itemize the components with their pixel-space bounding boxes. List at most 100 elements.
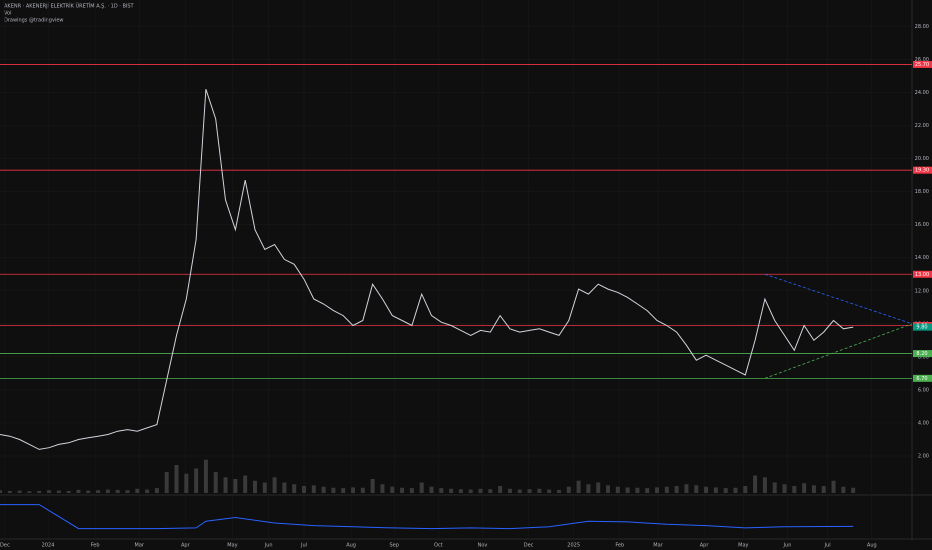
x-tick-label: Apr	[181, 543, 191, 549]
annotation: Drawings @tradingview	[4, 18, 64, 24]
volume-bar	[802, 483, 807, 493]
volume-bar	[7, 490, 12, 493]
x-tick-label: Oct	[434, 543, 443, 549]
level-label: 8.20	[916, 351, 927, 357]
volume-bar	[76, 489, 81, 493]
volume-bar	[498, 486, 503, 493]
volume-bar	[302, 486, 306, 493]
volume-bar	[615, 486, 620, 493]
x-tick-label: Dec	[524, 543, 534, 549]
volume-bar	[164, 472, 169, 493]
x-tick-label: Mar	[135, 543, 145, 549]
volume-bar	[105, 489, 110, 493]
volume-bar	[47, 490, 52, 493]
level-label: 13.00	[915, 272, 929, 278]
y-tick-label: 26.00	[915, 57, 929, 63]
volume-bar	[439, 488, 444, 493]
volume-label: Vol	[4, 11, 11, 17]
volume-bar	[694, 485, 699, 493]
volume-bar	[507, 488, 512, 493]
volume-bar	[655, 487, 660, 493]
volume-bar	[811, 485, 816, 493]
volume-bar	[841, 486, 846, 493]
y-tick-label: 22.00	[915, 123, 929, 129]
x-tick-label: Feb	[91, 543, 100, 549]
x-tick-label: Jul	[300, 543, 307, 549]
volume-bar	[370, 479, 375, 493]
volume-bar	[351, 487, 356, 493]
volume-bar	[0, 490, 2, 493]
level-tag	[913, 350, 932, 358]
volume-bar	[86, 490, 91, 493]
y-tick-label: 12.00	[915, 288, 929, 294]
volume-bar	[321, 486, 326, 493]
y-tick-label: 16.00	[915, 222, 929, 228]
x-tick-label: Nov	[478, 543, 488, 549]
volume-bar	[782, 484, 787, 493]
last-price-label: 9.80	[916, 325, 927, 331]
x-tick-label: Dec	[0, 543, 10, 549]
volume-bar	[213, 472, 218, 493]
volume-bar	[635, 487, 640, 493]
volume-bar	[723, 488, 728, 493]
trend-line	[764, 323, 913, 379]
volume-bar	[458, 489, 463, 493]
level-label: 6.70	[916, 376, 927, 382]
y-tick-label: 8.00	[918, 354, 929, 360]
y-tick-label: 6.00	[918, 387, 929, 393]
volume-bar	[429, 486, 434, 493]
volume-bar	[772, 482, 777, 493]
volume-bar	[478, 488, 483, 493]
volume-bar	[468, 489, 473, 493]
y-tick-label: 18.00	[915, 189, 929, 195]
volume-bar	[674, 486, 679, 493]
volume-bar	[586, 484, 591, 493]
level-label: 25.70	[915, 62, 929, 68]
volume-bar	[684, 484, 689, 493]
volume-bar	[243, 475, 248, 493]
chart-title: AKENR · AKENERJİ ELEKTRİK ÜRETİM A.Ş. · …	[4, 3, 135, 10]
volume-bar	[664, 486, 669, 493]
oscillator-line	[0, 504, 854, 530]
volume-bar	[733, 487, 738, 493]
x-tick-label: Feb	[615, 543, 624, 549]
last-price-tag	[913, 323, 932, 331]
volume-bar	[606, 485, 610, 493]
volume-bar	[645, 488, 650, 493]
x-tick-label: Sep	[390, 543, 399, 549]
volume-bar	[135, 488, 140, 493]
x-tick-label: Jul	[824, 543, 831, 549]
volume-bar	[115, 489, 120, 493]
volume-bar	[282, 482, 287, 493]
volume-bar	[233, 479, 238, 493]
level-tag	[913, 166, 932, 174]
x-tick-label: Apr	[700, 543, 710, 549]
volume-bar	[390, 486, 395, 493]
x-tick-label: Aug	[346, 543, 356, 549]
volume-bar	[154, 488, 159, 493]
volume-bar	[292, 484, 297, 493]
volume-bar	[556, 489, 561, 493]
volume-bar	[400, 487, 405, 493]
volume-bar	[341, 488, 346, 493]
level-label: 19.30	[915, 168, 929, 174]
volume-bar	[851, 487, 856, 493]
x-tick-label: 2025	[567, 543, 580, 549]
volume-bar	[821, 486, 826, 493]
y-tick-label: 28.00	[915, 24, 929, 30]
volume-bar	[125, 490, 130, 493]
volume-bar	[96, 490, 101, 493]
volume-bar	[792, 486, 797, 493]
volume-bar	[449, 488, 454, 493]
volume-bar	[331, 487, 336, 493]
volume-bar	[56, 490, 61, 493]
volume-bar	[184, 473, 189, 493]
x-tick-label: 2024	[42, 543, 55, 549]
volume-bar	[203, 459, 208, 493]
volume-bar	[762, 477, 767, 493]
volume-bar	[311, 485, 316, 493]
volume-bar	[145, 489, 150, 493]
volume-bar	[252, 480, 257, 493]
volume-bar	[27, 491, 32, 493]
